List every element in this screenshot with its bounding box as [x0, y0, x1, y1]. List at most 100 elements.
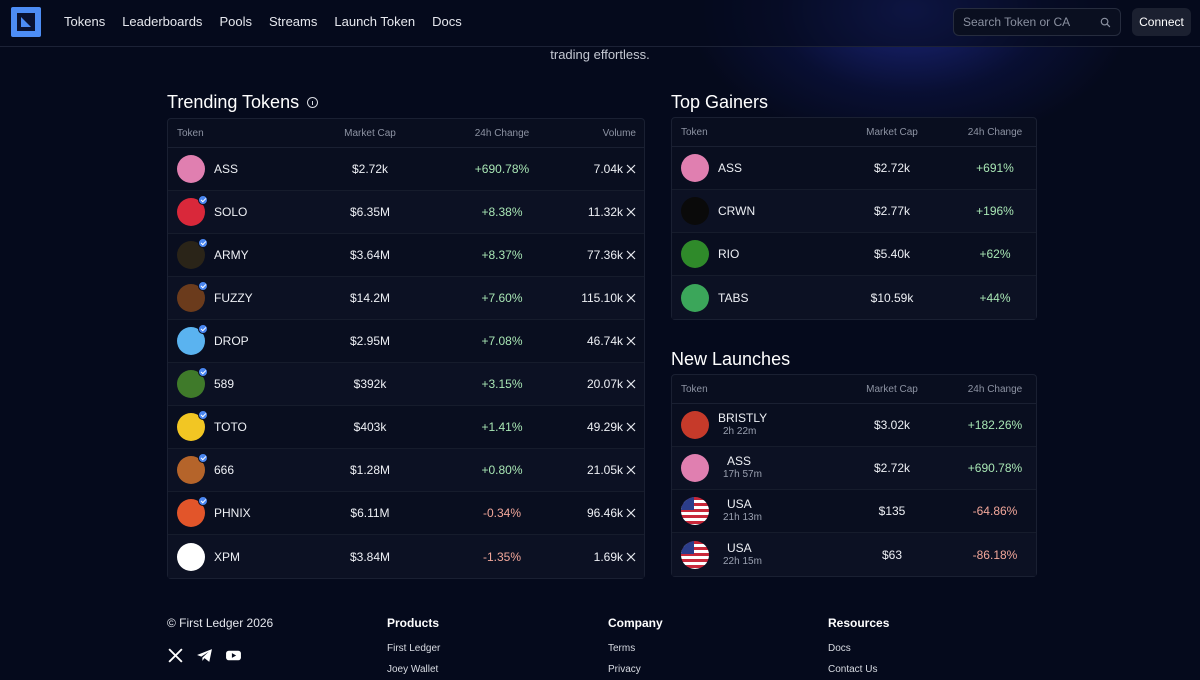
trending-row[interactable]: 589 $392k +3.15% 20.07k: [168, 363, 644, 406]
xrp-icon: [626, 379, 636, 389]
info-icon[interactable]: [307, 97, 319, 108]
trending-row[interactable]: FUZZY $14.2M +7.60% 115.10k: [168, 277, 644, 320]
market-cap: $2.72k: [873, 161, 911, 175]
change-24h: +3.15%: [481, 377, 523, 391]
nav-link-leaderboards[interactable]: Leaderboards: [122, 14, 203, 29]
verified-badge-icon: [198, 195, 208, 205]
token-cell: SOLO: [168, 195, 314, 226]
change-24h: -64.86%: [972, 504, 1018, 518]
token-avatar: [681, 154, 709, 182]
connect-button[interactable]: Connect: [1132, 8, 1191, 36]
market-cap: $14.2M: [349, 291, 391, 305]
search-input[interactable]: [954, 15, 1094, 29]
token-symbol: PHNIX: [214, 506, 251, 520]
logo-icon[interactable]: [11, 7, 41, 37]
nav-link-tokens[interactable]: Tokens: [64, 14, 106, 29]
footer-link-contact-us[interactable]: Contact Us: [828, 664, 878, 675]
token-avatar: [177, 367, 208, 398]
col-volume: Volume: [602, 127, 636, 139]
nav-link-launch-token[interactable]: Launch Token: [334, 14, 416, 29]
change-24h: +7.60%: [481, 291, 523, 305]
trending-row[interactable]: ASS $2.72k +690.78% 7.04k: [168, 148, 644, 191]
trending-row[interactable]: ARMY $3.64M +8.37% 77.36k: [168, 234, 644, 277]
change-24h: +690.78%: [474, 162, 530, 176]
volume-cell: 46.74k: [578, 334, 636, 348]
token-cell: USA 21h 13m: [672, 497, 820, 525]
footer-link-docs[interactable]: Docs: [828, 643, 851, 654]
market-cap: $392k: [353, 377, 387, 391]
token-symbol: SOLO: [214, 205, 248, 219]
token-avatar: [177, 410, 208, 441]
trending-row[interactable]: 666 $1.28M +0.80% 21.05k: [168, 449, 644, 492]
token-cell: 589: [168, 367, 314, 398]
nav-link-pools[interactable]: Pools: [219, 14, 252, 29]
volume: 46.74k: [586, 334, 623, 348]
col-24h-change: 24h Change: [967, 126, 1023, 138]
token-cell: ARMY: [168, 238, 314, 269]
launch-name: USA 22h 15m: [718, 541, 762, 568]
search-icon[interactable]: [1100, 17, 1111, 28]
launch-row[interactable]: ASS 17h 57m $2.72k +690.78%: [672, 447, 1036, 490]
token-symbol: XPM: [214, 549, 241, 564]
xrp-icon: [626, 250, 636, 260]
token-avatar: [681, 283, 709, 312]
change-24h: +1.41%: [481, 420, 523, 434]
footer-link-first-ledger[interactable]: First Ledger: [387, 643, 441, 654]
top-navbar: Tokens Leaderboards Pools Streams Launch…: [0, 0, 1200, 47]
market-cap: $3.02k: [873, 418, 911, 432]
launch-name: ASS 17h 57m: [718, 455, 762, 481]
change-24h: +691%: [976, 161, 1014, 175]
trending-row[interactable]: SOLO $6.35M +8.38% 11.32k: [168, 191, 644, 234]
change-24h: -86.18%: [972, 547, 1018, 562]
token-symbol: TOTO: [214, 420, 247, 434]
market-cap: $63: [881, 547, 903, 562]
footer-link-privacy[interactable]: Privacy: [608, 664, 641, 675]
gainer-row[interactable]: TABS $10.59k +44%: [672, 276, 1036, 319]
launch-row[interactable]: USA 21h 13m $135 -64.86%: [672, 490, 1036, 533]
trending-row[interactable]: PHNIX $6.11M -0.34% 96.46k: [168, 492, 644, 535]
gainers-table: Token Market Cap 24h Change ASS $2.72k +69…: [671, 117, 1037, 320]
volume-cell: 1.69k: [578, 550, 636, 564]
trending-table: Token Market Cap 24h Change Volume ASS $2…: [167, 118, 645, 579]
trending-row[interactable]: TOTO $403k +1.41% 49.29k: [168, 406, 644, 449]
volume: 77.36k: [586, 248, 623, 262]
youtube-icon[interactable]: [225, 647, 242, 664]
col-market-cap: Market Cap: [344, 127, 396, 139]
change-24h: +8.38%: [481, 205, 523, 219]
token-symbol: RIO: [718, 247, 740, 261]
token-cell: 666: [168, 453, 314, 484]
gainer-row[interactable]: CRWN $2.77k +196%: [672, 190, 1036, 233]
token-avatar: [177, 281, 208, 312]
launch-row[interactable]: BRISTLY 2h 22m $3.02k +182.26%: [672, 404, 1036, 447]
telegram-icon[interactable]: [196, 647, 213, 664]
market-cap: $6.11M: [350, 506, 390, 520]
footer-link-joey-wallet[interactable]: Joey Wallet: [387, 664, 439, 675]
col-token: Token: [681, 126, 708, 138]
token-avatar: [177, 542, 205, 571]
nav-link-docs[interactable]: Docs: [432, 14, 462, 29]
trending-row[interactable]: XPM $3.84M -1.35% 1.69k: [168, 535, 644, 578]
x-icon[interactable]: [167, 647, 184, 664]
volume: 11.32k: [587, 205, 623, 219]
trending-row[interactable]: DROP $2.95M +7.08% 46.74k: [168, 320, 644, 363]
launch-row[interactable]: USA 22h 15m $63 -86.18%: [672, 533, 1036, 576]
launch-age: 2h 22m: [723, 426, 757, 437]
gainer-row[interactable]: RIO $5.40k +62%: [672, 233, 1036, 276]
token-symbol: USA: [727, 497, 752, 511]
launches-table: Token Market Cap 24h Change BRISTLY 2h 22…: [671, 374, 1037, 577]
launch-age: 22h 15m: [723, 555, 762, 567]
market-cap: $2.72k: [873, 461, 911, 475]
launch-name: USA 21h 13m: [718, 498, 762, 524]
volume: 20.07k: [586, 377, 623, 391]
gainer-row[interactable]: ASS $2.72k +691%: [672, 147, 1036, 190]
token-avatar: [681, 240, 709, 268]
volume-cell: 11.32k: [578, 205, 636, 219]
token-cell: TABS: [672, 283, 820, 312]
token-cell: ASS: [168, 155, 314, 183]
footer-link-terms[interactable]: Terms: [608, 643, 636, 654]
token-cell: ASS 17h 57m: [672, 454, 820, 482]
token-cell: ASS: [672, 154, 820, 182]
footer-products-title: Products: [387, 616, 440, 630]
nav-link-streams[interactable]: Streams: [268, 14, 318, 29]
token-symbol: BRISTLY: [718, 411, 768, 425]
